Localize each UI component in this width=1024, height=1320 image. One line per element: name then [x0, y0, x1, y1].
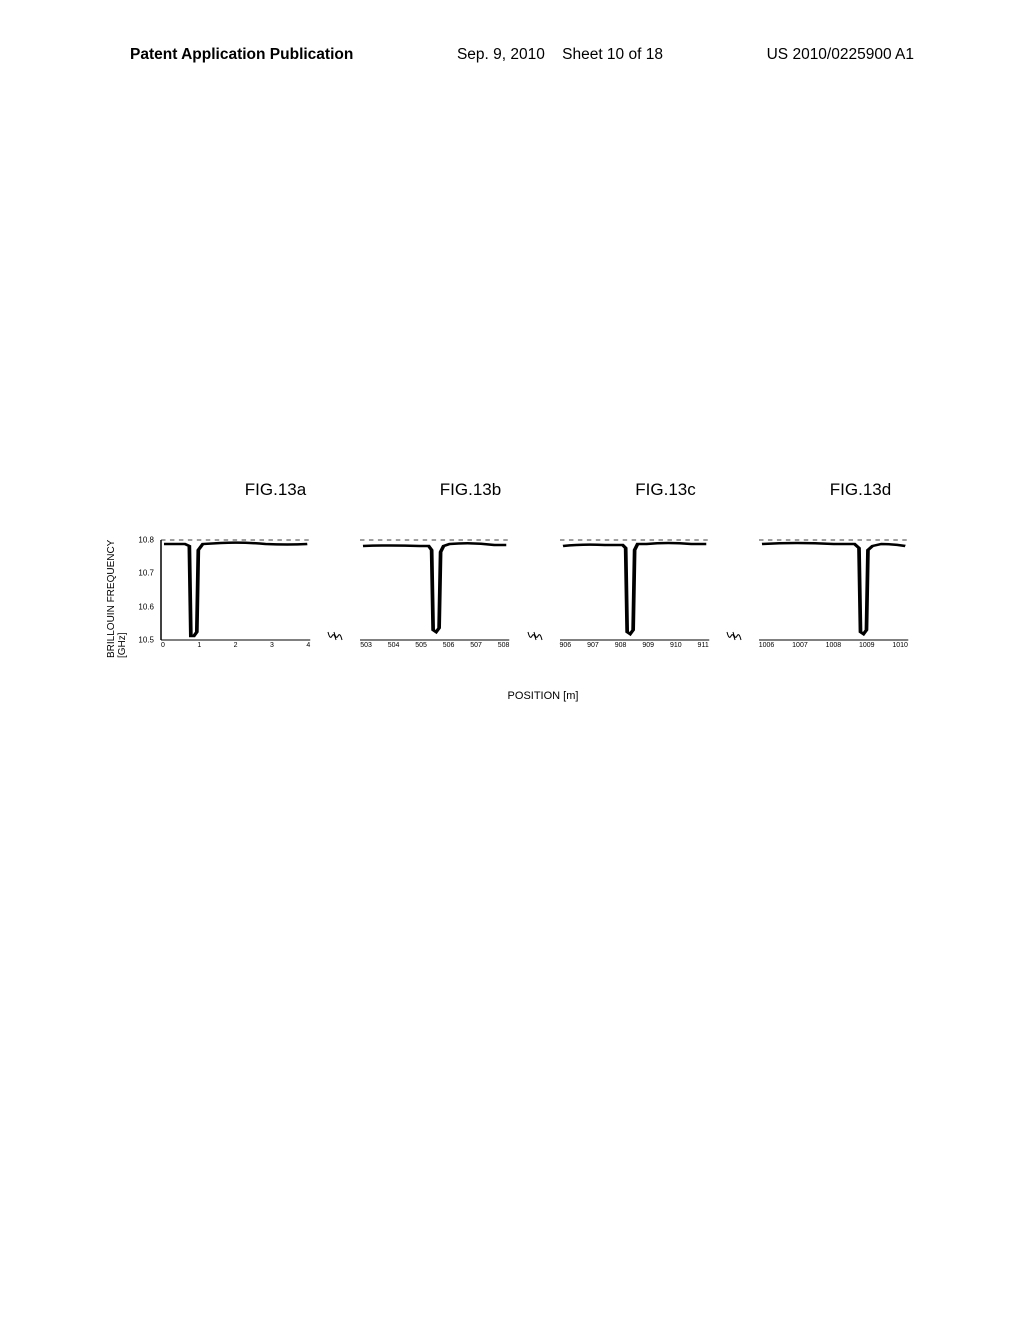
xtick: 506 — [443, 642, 455, 656]
panel-b-svg — [360, 540, 509, 640]
ytick-0: 10.5 — [138, 636, 154, 645]
panel-title-c: FIG.13c — [568, 480, 763, 500]
pub-type: Patent Application Publication — [130, 46, 353, 64]
figure-13: FIG.13a FIG.13b FIG.13c FIG.13d BRILLOUI… — [128, 480, 908, 702]
xticks-b: 503 504 505 506 507 508 — [360, 642, 509, 656]
pub-number: US 2010/0225900 A1 — [767, 46, 914, 64]
xtick: 910 — [670, 642, 682, 656]
y-ticks: 10.8 10.7 10.6 10.5 — [128, 540, 156, 640]
panel-title-a: FIG.13a — [178, 480, 373, 500]
panel-a: 0 1 2 3 4 — [161, 540, 310, 640]
panel-c: 906 907 908 909 910 911 — [560, 540, 709, 640]
panel-titles: FIG.13a FIG.13b FIG.13c FIG.13d — [178, 480, 958, 500]
xtick: 907 — [587, 642, 599, 656]
xtick: 504 — [388, 642, 400, 656]
xtick: 507 — [470, 642, 482, 656]
xtick: 508 — [498, 642, 510, 656]
axis-break-cd — [727, 540, 741, 640]
panels-container: 0 1 2 3 4 503 504 — [161, 540, 908, 660]
pub-date: Sep. 9, 2010 — [457, 46, 545, 63]
xtick: 1006 — [759, 642, 775, 656]
xtick: 0 — [161, 642, 165, 656]
header-mid: Sep. 9, 2010 Sheet 10 of 18 — [353, 46, 766, 64]
sheet-num: Sheet 10 of 18 — [562, 46, 663, 63]
xticks-d: 1006 1007 1008 1009 1010 — [759, 642, 908, 656]
xtick: 505 — [415, 642, 427, 656]
y-axis-label: BRILLOUIN FREQUENCY [GHz] — [110, 538, 124, 658]
xtick: 906 — [560, 642, 572, 656]
ytick-3: 10.8 — [138, 536, 154, 545]
trace-d — [762, 543, 905, 634]
panel-d: 1006 1007 1008 1009 1010 — [759, 540, 908, 640]
xtick: 2 — [234, 642, 238, 656]
xtick: 908 — [615, 642, 627, 656]
panel-a-svg — [161, 540, 310, 640]
axis-break-bc — [528, 540, 542, 640]
xtick: 1 — [197, 642, 201, 656]
xtick: 911 — [698, 642, 709, 656]
x-axis-label: POSITION [m] — [178, 690, 908, 702]
xtick: 909 — [642, 642, 654, 656]
plot-row: BRILLOUIN FREQUENCY [GHz] 10.8 10.7 10.6… — [128, 540, 908, 660]
xtick: 503 — [360, 642, 372, 656]
panel-b: 503 504 505 506 507 508 — [360, 540, 509, 640]
panel-c-svg — [560, 540, 709, 640]
xtick: 1010 — [892, 642, 908, 656]
ytick-1: 10.6 — [138, 602, 154, 611]
panel-title-b: FIG.13b — [373, 480, 568, 500]
xtick: 1007 — [792, 642, 808, 656]
xtick: 1009 — [859, 642, 875, 656]
xticks-a: 0 1 2 3 4 — [161, 642, 310, 656]
page-header: Patent Application Publication Sep. 9, 2… — [0, 46, 1024, 64]
xticks-c: 906 907 908 909 910 911 — [560, 642, 709, 656]
trace-a — [164, 543, 307, 636]
panel-title-d: FIG.13d — [763, 480, 958, 500]
xtick: 4 — [306, 642, 310, 656]
xtick: 3 — [270, 642, 274, 656]
axis-break-ab — [328, 540, 342, 640]
trace-c — [562, 543, 705, 634]
xtick: 1008 — [826, 642, 842, 656]
panel-d-svg — [759, 540, 908, 640]
ytick-2: 10.7 — [138, 569, 154, 578]
trace-b — [363, 543, 506, 632]
